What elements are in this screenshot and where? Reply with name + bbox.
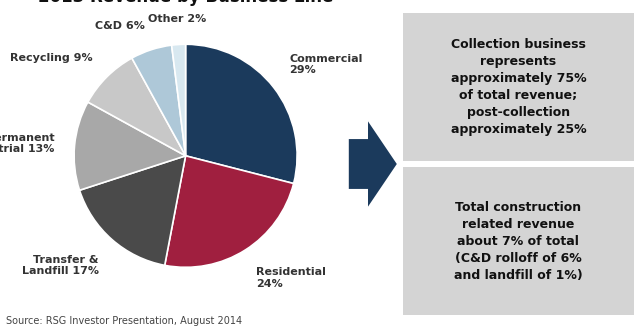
FancyArrow shape [349, 121, 397, 207]
Text: Transfer &
Landfill 17%: Transfer & Landfill 17% [22, 255, 99, 276]
FancyBboxPatch shape [403, 167, 634, 315]
Wedge shape [172, 44, 186, 156]
Title: 2013 Revenue by Business Line: 2013 Revenue by Business Line [38, 0, 333, 7]
Text: Total construction
related revenue
about 7% of total
(C&D rolloff of 6%
and land: Total construction related revenue about… [454, 201, 583, 282]
Text: Collection business
represents
approximately 75%
of total revenue;
post-collecti: Collection business represents approxima… [451, 38, 586, 136]
Text: Residential
24%: Residential 24% [256, 267, 326, 289]
Text: C&D 6%: C&D 6% [95, 21, 145, 31]
Text: Commercial
29%: Commercial 29% [289, 53, 363, 75]
Text: Recycling 9%: Recycling 9% [10, 53, 93, 63]
Wedge shape [88, 58, 186, 156]
Wedge shape [74, 102, 186, 190]
Wedge shape [79, 156, 186, 265]
Text: Permanent
Industrial 13%: Permanent Industrial 13% [0, 133, 54, 154]
Text: Other 2%: Other 2% [148, 14, 207, 25]
Wedge shape [132, 45, 186, 156]
FancyBboxPatch shape [403, 13, 634, 161]
Text: Source: RSG Investor Presentation, August 2014: Source: RSG Investor Presentation, Augus… [6, 317, 243, 326]
Wedge shape [186, 44, 297, 184]
Wedge shape [164, 156, 294, 267]
